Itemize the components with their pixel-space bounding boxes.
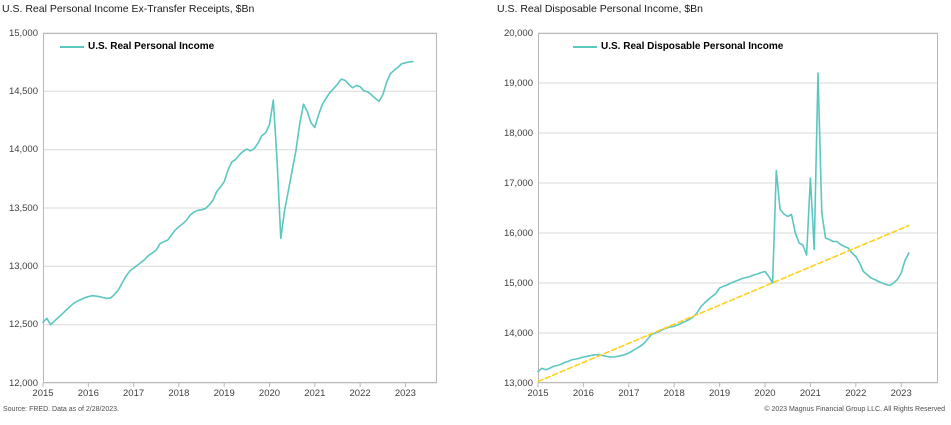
y-axis-tick-label: 15,000 [8, 27, 38, 39]
chart-legend: U.S. Real Personal Income [60, 41, 214, 52]
chart-panel-real-disposable-income: U.S. Real Disposable Personal Income, $B… [495, 0, 951, 425]
y-axis-tick-label: 19,000 [503, 77, 533, 89]
y-axis-tick-label: 14,000 [8, 144, 38, 156]
x-axis-tick-label: 2019 [709, 388, 731, 399]
legend-label: U.S. Real Personal Income [88, 41, 215, 52]
x-axis-tick-label: 2021 [799, 388, 821, 399]
copyright-note: © 2023 Magnus Financial Group LLC. All R… [764, 406, 945, 413]
x-axis-tick-label: 2018 [663, 388, 685, 399]
y-axis-tick-label: 13,500 [8, 202, 38, 214]
y-axis-tick-label: 13,000 [8, 260, 38, 272]
y-axis-tick-label: 14,000 [503, 327, 533, 339]
line-chart-svg [42, 32, 437, 387]
x-axis-tick-label: 2022 [845, 388, 867, 399]
x-axis-tick-label: 2022 [349, 388, 371, 399]
x-axis-tick-label: 2015 [527, 388, 549, 399]
x-axis-tick-label: 2020 [754, 388, 776, 399]
legend-label: U.S. Real Disposable Personal Income [601, 41, 784, 52]
y-axis-tick-label: 16,000 [503, 227, 533, 239]
x-axis-tick-label: 2017 [123, 388, 145, 399]
y-axis-tick-label: 18,000 [503, 127, 533, 139]
x-axis-tick-label: 2017 [618, 388, 640, 399]
y-axis-tick-label: 12,000 [8, 377, 38, 389]
chart-title: U.S. Real Disposable Personal Income, $B… [497, 3, 704, 15]
legend-line-sample [60, 45, 84, 48]
x-axis-tick-label: 2021 [304, 388, 326, 399]
y-axis-tick-label: 12,500 [8, 319, 38, 331]
x-axis-tick-label: 2016 [572, 388, 594, 399]
y-axis-tick-label: 20,000 [503, 27, 533, 39]
x-axis-tick-label: 2023 [394, 388, 416, 399]
y-axis-tick-label: 14,500 [8, 85, 38, 97]
y-axis-tick-label: 17,000 [503, 177, 533, 189]
source-note: Source: FRED. Data as of 2/28/2023. [3, 406, 119, 413]
chart-panel-real-personal-income: U.S. Real Personal Income Ex-Transfer Re… [0, 0, 456, 425]
chart-legend: U.S. Real Disposable Personal Income [573, 41, 783, 52]
legend-line-sample [573, 45, 597, 48]
x-axis-tick-label: 2020 [258, 388, 281, 399]
x-axis-tick-label: 2019 [213, 388, 235, 399]
x-axis-tick-label: 2018 [168, 388, 190, 399]
x-axis-tick-label: 2023 [890, 388, 912, 399]
plot-area: U.S. Real Personal Income [42, 32, 437, 387]
line-chart-svg [537, 32, 938, 387]
plot-area: U.S. Real Disposable Personal Income [537, 32, 938, 387]
chart-title: U.S. Real Personal Income Ex-Transfer Re… [2, 3, 255, 15]
x-axis-tick-label: 2016 [77, 388, 99, 399]
y-axis-tick-label: 13,000 [503, 377, 533, 389]
x-axis-tick-label: 2015 [32, 388, 54, 399]
y-axis-tick-label: 15,000 [503, 277, 533, 289]
